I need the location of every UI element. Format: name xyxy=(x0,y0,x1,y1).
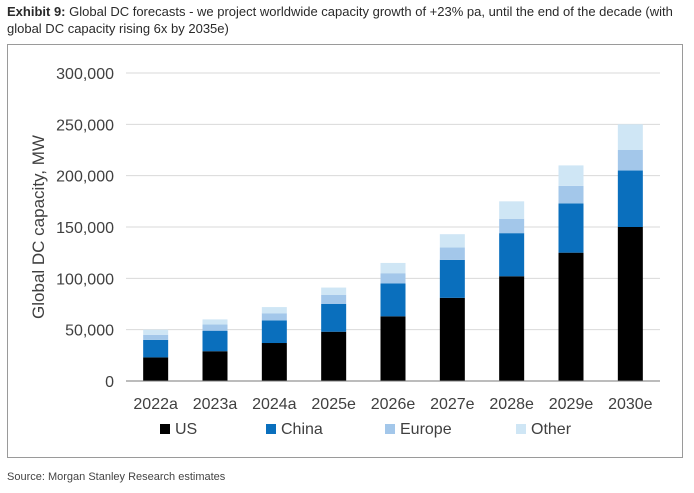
y-axis-label: Global DC capacity, MW xyxy=(29,135,48,319)
bar-other-2027e xyxy=(439,234,465,248)
source-note: Source: Morgan Stanley Research estimate… xyxy=(7,471,226,483)
bar-other-2024a xyxy=(261,307,287,314)
chart-frame: 0 50,000 100,000 150,000 200,000 250,000 300,0… xyxy=(7,44,683,458)
bar-europe-2022a xyxy=(143,334,169,340)
bar-us-2024a xyxy=(261,343,287,381)
bar-us-2026e xyxy=(380,316,406,381)
x-tick-label: 2024a xyxy=(252,396,297,413)
x-tick-label: 2026e xyxy=(371,396,416,413)
bar-us-2027e xyxy=(439,297,465,381)
x-tick-label: 2028e xyxy=(489,396,534,413)
x-tick-label: 2023a xyxy=(193,396,238,413)
bar-europe-2024a xyxy=(261,313,287,321)
y-tick-label: 300,000 xyxy=(56,66,114,83)
bar-europe-2023a xyxy=(202,324,228,331)
bar-china-2030e xyxy=(617,170,643,227)
x-tick-label: 2025e xyxy=(311,396,356,413)
y-tick-label: 150,000 xyxy=(56,220,114,237)
x-tick-label: 2030e xyxy=(608,396,653,413)
x-tick-label: 2029e xyxy=(549,396,594,413)
y-tick-label: 200,000 xyxy=(56,169,114,186)
legend-swatch-us xyxy=(160,424,170,434)
legend-label-us: US xyxy=(175,421,197,438)
bar-china-2025e xyxy=(321,304,347,332)
bar-other-2028e xyxy=(499,201,525,219)
bar-europe-2030e xyxy=(617,150,643,171)
legend-label-china: China xyxy=(281,421,323,438)
bar-us-2030e xyxy=(617,227,643,381)
exhibit-title: Global DC forecasts - we project worldwi… xyxy=(7,4,673,36)
legend-swatch-china xyxy=(266,424,276,434)
x-axis-ticks: 2022a 2023a 2024a 2025e 2026e 2027e 2028e 2029e… xyxy=(133,396,652,413)
bar-other-2029e xyxy=(558,165,584,186)
legend: US China Europe Other xyxy=(160,421,572,438)
y-tick-label: 100,000 xyxy=(56,271,114,288)
bar-china-2029e xyxy=(558,203,584,253)
bars xyxy=(143,124,643,381)
bar-us-2023a xyxy=(202,351,228,381)
y-axis-ticks: 0 50,000 100,000 150,000 200,000 250,000 300,0… xyxy=(56,66,114,391)
bar-us-2029e xyxy=(558,252,584,381)
bar-europe-2025e xyxy=(321,294,347,304)
exhibit-caption: Exhibit 9: Global DC forecasts - we proj… xyxy=(7,3,687,37)
bar-us-2028e xyxy=(499,276,525,381)
bar-china-2028e xyxy=(499,233,525,277)
legend-swatch-europe xyxy=(385,424,395,434)
bar-china-2024a xyxy=(261,320,287,344)
bar-other-2025e xyxy=(321,287,347,295)
legend-label-other: Other xyxy=(531,421,572,438)
stacked-bar-chart: 0 50,000 100,000 150,000 200,000 250,000 300,0… xyxy=(29,66,660,438)
bar-china-2026e xyxy=(380,283,406,317)
exhibit-label: Exhibit 9: xyxy=(7,4,66,19)
bar-europe-2027e xyxy=(439,247,465,260)
bar-other-2030e xyxy=(617,124,643,150)
bar-europe-2026e xyxy=(380,273,406,284)
bar-china-2022a xyxy=(143,339,169,358)
x-tick-label: 2027e xyxy=(430,396,475,413)
bar-other-2022a xyxy=(143,329,169,335)
bar-europe-2028e xyxy=(499,218,525,234)
y-tick-label: 0 xyxy=(105,374,114,391)
bar-us-2025e xyxy=(321,331,347,381)
bar-us-2022a xyxy=(143,357,169,381)
y-tick-label: 50,000 xyxy=(65,323,114,340)
bar-other-2023a xyxy=(202,319,228,325)
bar-china-2027e xyxy=(439,259,465,298)
legend-swatch-other xyxy=(516,424,526,434)
y-tick-label: 250,000 xyxy=(56,117,114,134)
legend-label-europe: Europe xyxy=(400,421,452,438)
x-tick-label: 2022a xyxy=(133,396,178,413)
bar-other-2026e xyxy=(380,262,406,274)
bar-china-2023a xyxy=(202,330,228,352)
bar-europe-2029e xyxy=(558,185,584,204)
